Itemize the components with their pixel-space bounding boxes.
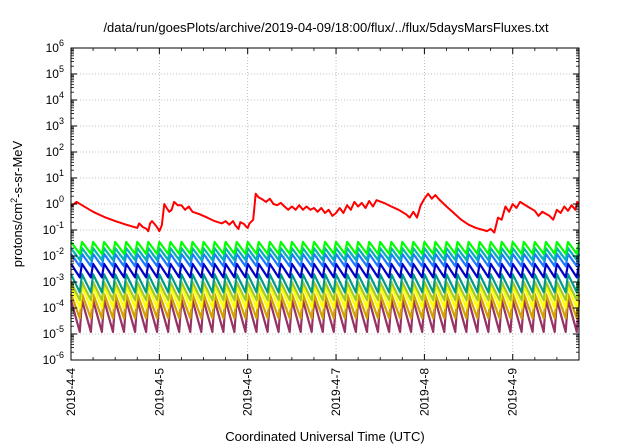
y-tick-label: 10-1 [43, 220, 64, 237]
y-tick-label: 104 [46, 90, 64, 107]
y-tick-label: 10-3 [43, 272, 64, 289]
y-tick-label: 10-6 [43, 350, 64, 367]
y-axis-label-sup: 2 [9, 198, 19, 203]
x-tick-label: 2019-4-8 [417, 368, 431, 416]
series-line-0 [70, 192, 580, 234]
x-tick-label: 2019-4-5 [152, 368, 166, 416]
y-tick-label: 10-5 [43, 324, 64, 341]
y-tick-label: 100 [46, 194, 64, 211]
y-tick-label: 10-2 [43, 246, 64, 263]
series-line-1 [70, 240, 581, 255]
y-axis-label-base: protons/cm [10, 203, 25, 267]
y-tick-label: 101 [46, 168, 64, 185]
y-tick-label: 106 [46, 38, 64, 55]
y-tick-label: 103 [46, 116, 64, 133]
x-tick-label: 2019-4-6 [241, 368, 255, 416]
x-axis-label: Coordinated Universal Time (UTC) [225, 429, 424, 444]
y-axis-label: protons/cm2-s-sr-MeV [9, 140, 25, 267]
x-axis-ticks: 2019-4-4 2019-4-5 2019-4-6 2019-4-7 2019-4-8… [64, 48, 558, 416]
series-line-5 [70, 273, 581, 294]
y-tick-label: 102 [46, 142, 64, 159]
x-tick-label: 2019-4-9 [506, 368, 520, 416]
series-line-4 [70, 262, 581, 279]
series-line-2 [70, 247, 581, 262]
x-tick-label: 2019-4-4 [64, 368, 78, 416]
y-tick-label: 105 [46, 64, 64, 81]
y-tick-label: 10-4 [43, 298, 64, 315]
x-tick-label: 2019-4-7 [329, 368, 343, 416]
y-axis-label-rest: -s-sr-MeV [10, 140, 25, 197]
y-axis-ticks: 10-6 10-5 10-4 10-3 10-2 10-1 100 101 102 103 104 1… [43, 38, 579, 367]
chart-title: /data/run/goesPlots/archive/2019-04-09/1… [103, 20, 549, 35]
series-lines [69, 192, 581, 333]
